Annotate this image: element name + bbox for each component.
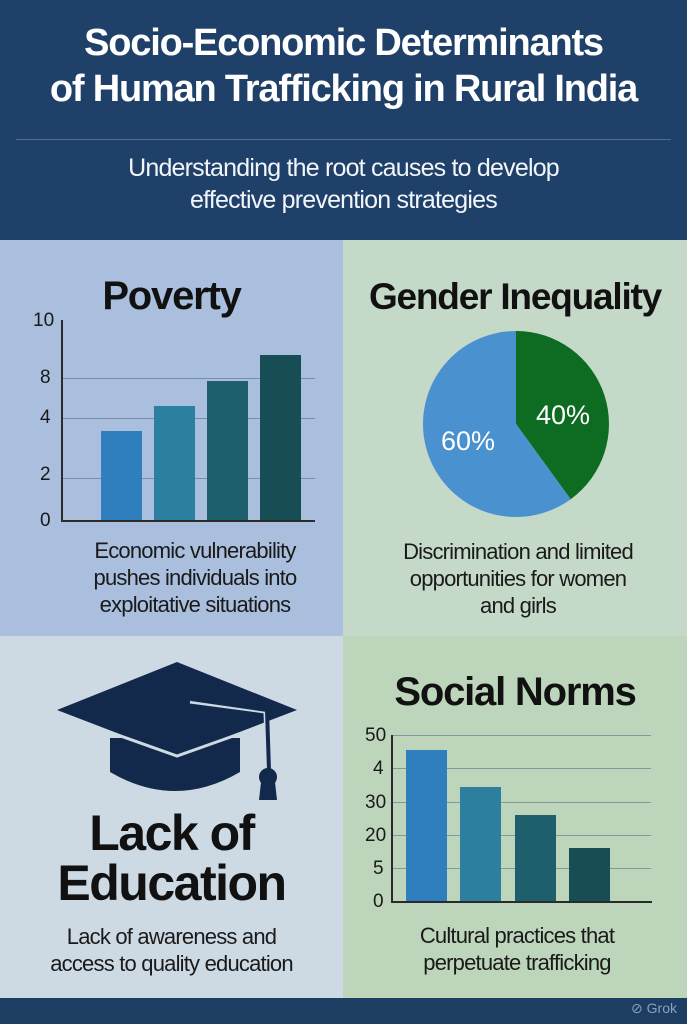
panel-poverty: Poverty 10 8 4 2 0 Economic vulnerabilit… — [0, 240, 343, 636]
subtitle-line-1: Understanding the root causes to develop — [128, 154, 560, 182]
pie-slice-40 — [516, 331, 609, 500]
social-y-axis — [391, 735, 393, 902]
gridline — [393, 802, 651, 803]
desc-line: perpetuate trafficking — [423, 950, 611, 975]
subtitle-line-2: effective prevention strategies — [190, 186, 498, 214]
poverty-ytick: 0 — [40, 510, 51, 531]
desc-line: and girls — [480, 593, 557, 618]
desc-line: access to quality education — [50, 951, 293, 976]
social-bar-4 — [569, 848, 610, 902]
desc-line: Lack of awareness and — [66, 924, 277, 949]
poverty-bar-1 — [101, 431, 142, 521]
education-title: Lack of Education — [0, 808, 343, 908]
gender-pie-chart — [422, 331, 609, 517]
page-subtitle: Understanding the root causes to develop… — [0, 152, 687, 216]
footer-bar — [0, 998, 687, 1024]
header-divider — [16, 139, 671, 140]
watermark-text: Grok — [646, 1000, 677, 1016]
social-ytick: 50 — [365, 725, 387, 746]
education-description: Lack of awareness and access to quality … — [10, 923, 333, 977]
panel-social-norms: Social Norms 50 4 30 20 5 0 Cultural pra… — [343, 636, 687, 998]
poverty-bar-3 — [207, 381, 248, 521]
poverty-title: Poverty — [102, 274, 242, 318]
title-line-1: Socio-Economic Determinants — [84, 22, 604, 64]
social-ytick: 20 — [365, 825, 387, 846]
social-x-axis — [391, 901, 652, 903]
title-line: Education — [57, 855, 287, 911]
poverty-bar-4 — [260, 355, 301, 521]
pie-label-40: 40% — [536, 400, 591, 430]
desc-line: Cultural practices that — [419, 923, 615, 948]
desc-line: opportunities for women — [409, 566, 627, 591]
pie-label-60: 60% — [441, 426, 496, 456]
pie-slice-60 — [422, 331, 571, 517]
title-line-2: of Human Trafficking in Rural India — [49, 68, 638, 110]
graduation-cap-icon — [57, 662, 297, 800]
social-bar-2 — [460, 787, 501, 902]
social-description: Cultural practices that perpetuate traff… — [357, 922, 677, 976]
poverty-y-axis — [61, 320, 63, 522]
watermark: ⊘ Grok — [631, 1000, 677, 1017]
poverty-description: Economic vulnerability pushes individual… — [60, 537, 330, 618]
social-ytick: 30 — [365, 792, 387, 813]
desc-line: exploitative situations — [99, 592, 292, 617]
gridline — [393, 735, 651, 736]
social-ytick: 4 — [373, 758, 384, 779]
social-title: Social Norms — [394, 670, 636, 714]
gender-title: Gender Inequality — [368, 276, 662, 317]
desc-line: pushes individuals into — [93, 565, 298, 590]
poverty-ytick: 2 — [40, 464, 51, 485]
gridline — [393, 768, 651, 769]
poverty-ytick: 10 — [33, 310, 55, 331]
gender-description: Discrimination and limited opportunities… — [353, 538, 683, 619]
page-title: Socio-Economic Determinants of Human Tra… — [0, 20, 687, 112]
social-bar-1 — [406, 750, 447, 902]
panel-gender-inequality: Gender Inequality 60% 40% Discrimination… — [343, 240, 687, 636]
desc-line: Economic vulnerability — [94, 538, 296, 563]
gridline — [63, 378, 315, 379]
social-ytick: 0 — [373, 891, 384, 912]
social-bar-3 — [515, 815, 556, 902]
poverty-bar-2 — [154, 406, 195, 521]
panel-lack-of-education: Lack of Education Lack of awareness and … — [0, 636, 343, 998]
title-line: Lack of — [89, 805, 255, 861]
poverty-ytick: 8 — [40, 367, 51, 388]
desc-line: Discrimination and limited — [403, 539, 634, 564]
poverty-x-axis — [61, 520, 315, 522]
poverty-ytick: 4 — [40, 407, 51, 428]
grok-logo-icon: ⊘ — [631, 1000, 647, 1016]
header-banner: Socio-Economic Determinants of Human Tra… — [0, 0, 687, 240]
social-ytick: 5 — [373, 858, 384, 879]
